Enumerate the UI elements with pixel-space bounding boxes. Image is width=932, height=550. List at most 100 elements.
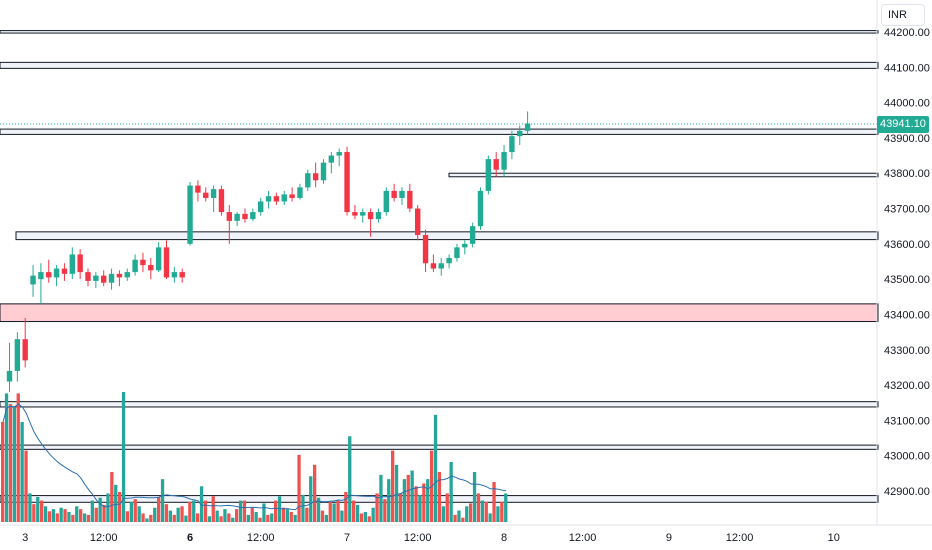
candle-body-60 <box>477 190 484 227</box>
volume-bar-20 <box>79 509 83 522</box>
candle-body-65 <box>517 130 523 137</box>
candle-body-0 <box>6 370 13 382</box>
candle-body-25 <box>203 192 209 198</box>
volume-bar-69 <box>270 513 274 522</box>
candle-body-40 <box>320 162 327 181</box>
candle-body-55 <box>438 263 444 269</box>
volume-bar-123 <box>480 500 484 522</box>
volume-bar-24 <box>94 507 98 522</box>
time-tick-5: 12:00 <box>404 532 432 544</box>
volume-bar-35 <box>137 506 141 522</box>
volume-bar-75 <box>293 514 297 522</box>
volume-bar-51 <box>199 486 204 522</box>
volume-bar-128 <box>500 502 504 522</box>
volume-bar-10 <box>40 500 44 522</box>
volume-bar-37 <box>145 518 149 522</box>
volume-bar-101 <box>394 464 399 522</box>
candle-body-42 <box>336 152 342 156</box>
volume-bar-79 <box>309 476 313 522</box>
volume-bar-78 <box>305 507 309 522</box>
volume-bar-125 <box>488 513 492 522</box>
candle-body-34 <box>273 196 280 202</box>
candle-body-66 <box>524 123 531 131</box>
volume-bar-47 <box>184 515 188 522</box>
time-tick-8: 9 <box>666 532 672 544</box>
price-tick-9: 43300.00 <box>884 345 930 357</box>
volume-bar-113 <box>441 506 445 522</box>
candle-body-9 <box>77 254 83 273</box>
zone-5 <box>0 303 879 323</box>
volume-bar-109 <box>426 479 430 522</box>
price-tick-5: 43700.00 <box>884 204 930 216</box>
volume-bar-38 <box>149 514 153 522</box>
candle-body-33 <box>265 196 272 202</box>
candle-body-59 <box>469 226 476 244</box>
candle-body-11 <box>93 275 99 281</box>
price-tick-13: 42900.00 <box>884 486 930 498</box>
currency-label: INR <box>888 9 907 21</box>
volume-layer <box>1 392 508 522</box>
volume-bar-60 <box>235 509 239 522</box>
candle-body-10 <box>85 272 91 281</box>
volume-bar-85 <box>332 503 336 522</box>
price-tick-3: 43900.00 <box>884 133 930 145</box>
zone-4 <box>15 231 879 241</box>
volume-bar-119 <box>465 506 469 522</box>
price-tick-11: 43100.00 <box>884 415 930 427</box>
zone-3 <box>448 172 879 178</box>
zone-1 <box>0 61 879 69</box>
volume-bar-39 <box>153 507 157 522</box>
volume-bar-31 <box>121 392 126 522</box>
volume-bar-25 <box>98 497 102 522</box>
candle-body-6 <box>53 268 60 278</box>
volume-bar-33 <box>129 502 133 522</box>
volume-bar-4 <box>16 393 20 522</box>
price-tick-7: 43500.00 <box>884 274 930 286</box>
volume-bar-87 <box>340 510 344 522</box>
price-tick-1: 44100.00 <box>884 62 930 74</box>
candle-body-8 <box>69 254 75 274</box>
volume-bar-82 <box>320 510 325 522</box>
volume-bar-105 <box>410 470 414 522</box>
zone-7 <box>0 444 879 450</box>
candle-body-49 <box>391 190 397 198</box>
candle-body-54 <box>430 263 437 269</box>
volume-bar-76 <box>297 454 301 522</box>
candle-body-16 <box>132 259 138 273</box>
volume-ma-line <box>2 403 507 511</box>
volume-bar-0 <box>1 422 5 522</box>
volume-bar-12 <box>47 511 52 522</box>
candle-body-5 <box>46 272 52 278</box>
candle-body-30 <box>242 213 248 220</box>
candle-body-1 <box>14 339 21 371</box>
volume-bar-121 <box>472 472 477 522</box>
volume-bar-58 <box>227 513 231 522</box>
volume-bar-5 <box>20 422 24 522</box>
candle-body-62 <box>493 159 499 170</box>
time-tick-10: 10 <box>828 532 840 544</box>
volume-bar-84 <box>328 502 332 522</box>
candle-body-14 <box>116 273 123 278</box>
time-tick-9: 12:00 <box>726 532 754 544</box>
volume-bar-63 <box>246 514 250 522</box>
currency-button[interactable]: INR <box>881 4 925 26</box>
volume-bar-116 <box>453 514 457 522</box>
candle-body-43 <box>344 152 350 213</box>
volume-bar-88 <box>344 492 348 522</box>
candle-body-47 <box>375 212 382 220</box>
volume-bar-19 <box>75 506 79 522</box>
candle-body-4 <box>38 272 44 280</box>
candle-body-37 <box>297 187 303 198</box>
volume-bar-54 <box>211 496 215 522</box>
candle-body-3 <box>30 275 36 285</box>
volume-bar-64 <box>250 507 254 522</box>
volume-bar-62 <box>242 500 247 522</box>
candle-body-18 <box>148 265 154 271</box>
volume-bar-15 <box>59 507 63 522</box>
candle-body-61 <box>485 159 492 191</box>
zone-2 <box>0 128 879 135</box>
price-tick-2: 44000.00 <box>884 98 930 110</box>
candle-body-38 <box>305 173 311 188</box>
volume-bar-1 <box>4 393 9 522</box>
